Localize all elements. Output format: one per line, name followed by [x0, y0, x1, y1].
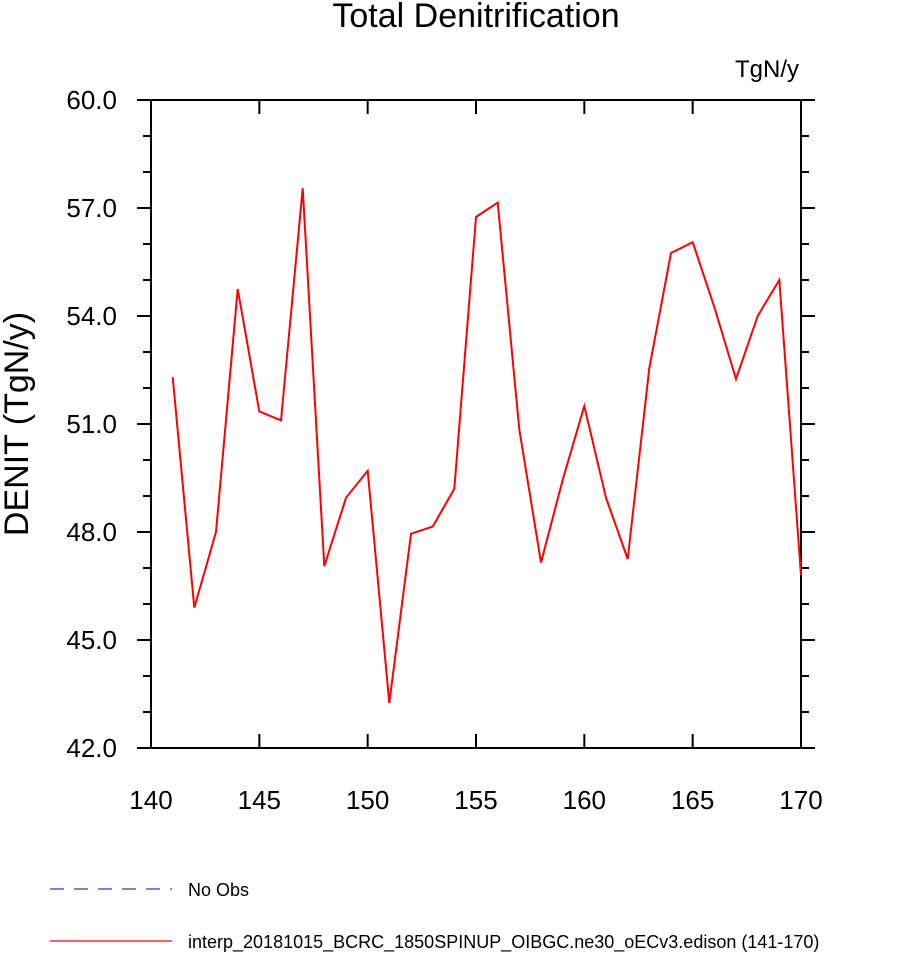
x-tick-labels: 140 145 150 155 160 165 170 — [129, 785, 822, 815]
y-tick-label: 42.0 — [66, 733, 117, 763]
series-line — [171, 188, 802, 704]
y-tick-label: 51.0 — [66, 409, 117, 439]
x-tick-label: 140 — [129, 785, 172, 815]
series-layer — [171, 188, 802, 704]
x-tick-label: 160 — [563, 785, 606, 815]
y-tick-labels: 42.0 45.0 48.0 51.0 54.0 57.0 60.0 — [66, 85, 117, 763]
x-tick-label: 165 — [671, 785, 714, 815]
x-tick-label: 150 — [346, 785, 389, 815]
legend-label: interp_20181015_BCRC_1850SPINUP_OIBGC.ne… — [188, 932, 819, 953]
y-tick-label: 45.0 — [66, 625, 117, 655]
y-tick-label: 57.0 — [66, 193, 117, 223]
x-tick-label: 155 — [454, 785, 497, 815]
x-tick-label: 145 — [238, 785, 281, 815]
y-tick-label: 60.0 — [66, 85, 117, 115]
axis-ticks — [137, 99, 815, 749]
y-tick-label: 54.0 — [66, 301, 117, 331]
x-tick-label: 170 — [779, 785, 822, 815]
units-label: TgN/y — [735, 56, 799, 83]
chart-title: Total Denitrification — [332, 0, 619, 35]
legend-label: No Obs — [188, 880, 249, 900]
y-axis-label: DENIT (TgN/y) — [0, 312, 36, 536]
plot-frame — [150, 99, 802, 749]
legend: No Obs interp_20181015_BCRC_1850SPINUP_OI… — [50, 880, 819, 953]
y-tick-label: 48.0 — [66, 517, 117, 547]
